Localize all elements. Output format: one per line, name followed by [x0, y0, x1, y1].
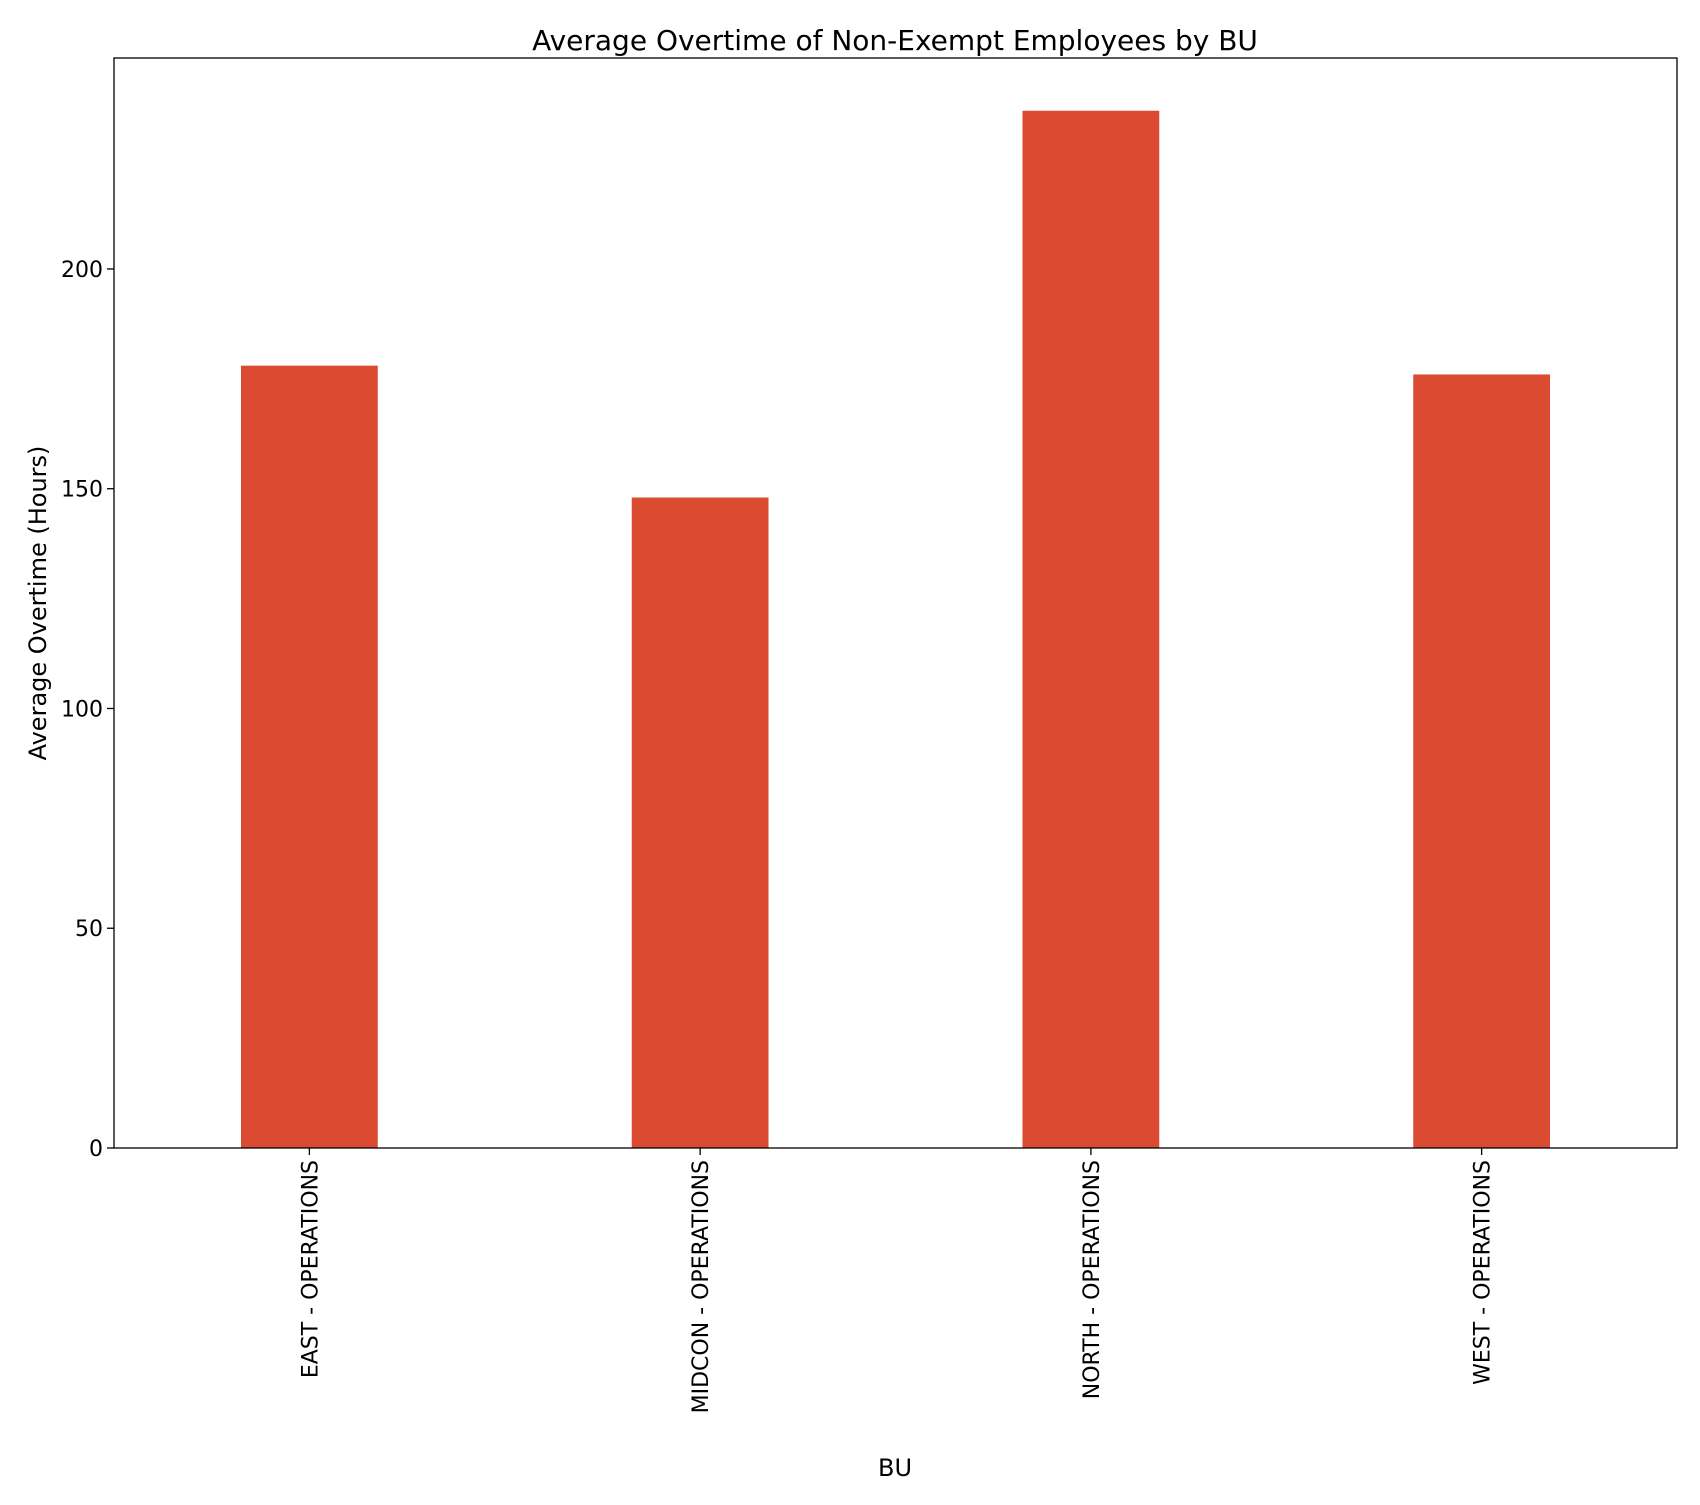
chart-title: Average Overtime of Non-Exempt Employees… — [532, 24, 1258, 57]
bars-layer — [240, 110, 1551, 1149]
y-axis-label: Average Overtime (Hours) — [24, 446, 52, 761]
x-axis-label: BU — [878, 1454, 912, 1482]
bar-2 — [1022, 110, 1160, 1148]
x-tick-label-0: EAST - OPERATIONS — [298, 1160, 323, 1378]
y-tick-label-0: 0 — [89, 1137, 103, 1162]
x-axis: EAST - OPERATIONS MIDCON - OPERATIONS NORT… — [298, 1148, 1496, 1413]
bar-1 — [631, 497, 769, 1149]
y-tick-label-1: 50 — [75, 917, 103, 942]
bar-3 — [1413, 374, 1551, 1148]
y-tick-label-2: 100 — [61, 697, 103, 722]
y-axis: 0 50 100 150 200 — [61, 258, 114, 1162]
bar-0 — [240, 365, 378, 1149]
plot-frame — [113, 57, 1678, 1149]
x-tick-label-3: WEST - OPERATIONS — [1471, 1160, 1496, 1385]
x-tick-label-1: MIDCON - OPERATIONS — [689, 1160, 714, 1413]
x-tick-label-2: NORTH - OPERATIONS — [1080, 1160, 1105, 1399]
y-tick-label-4: 200 — [61, 258, 103, 283]
y-tick-label-3: 150 — [61, 478, 103, 503]
